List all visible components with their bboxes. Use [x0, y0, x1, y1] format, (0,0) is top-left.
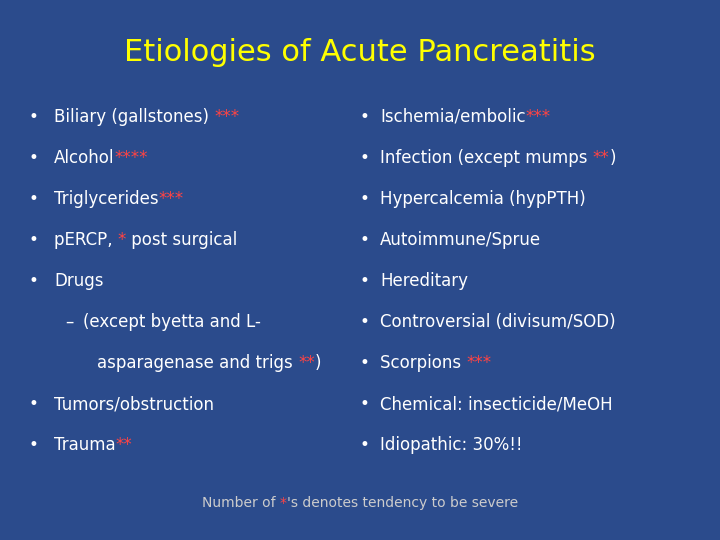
- Text: •: •: [360, 313, 370, 331]
- Text: post surgical: post surgical: [126, 231, 238, 249]
- Text: pERCP,: pERCP,: [54, 231, 118, 249]
- Text: •: •: [29, 272, 39, 290]
- Text: •: •: [29, 231, 39, 249]
- Text: Etiologies of Acute Pancreatitis: Etiologies of Acute Pancreatitis: [124, 38, 596, 67]
- Text: •: •: [29, 149, 39, 167]
- Text: •: •: [360, 395, 370, 413]
- Text: **: **: [116, 436, 132, 454]
- Text: •: •: [360, 190, 370, 208]
- Text: ***: ***: [215, 108, 239, 126]
- Text: •: •: [360, 354, 370, 372]
- Text: ****: ****: [114, 149, 148, 167]
- Text: *: *: [118, 231, 126, 249]
- Text: *: *: [280, 496, 287, 510]
- Text: •: •: [360, 272, 370, 290]
- Text: Triglycerides: Triglycerides: [54, 190, 158, 208]
- Text: •: •: [29, 395, 39, 413]
- Text: Chemical: insecticide/MeOH: Chemical: insecticide/MeOH: [380, 395, 613, 413]
- Text: asparagenase and trigs: asparagenase and trigs: [97, 354, 298, 372]
- Text: Scorpions: Scorpions: [380, 354, 467, 372]
- Text: Trauma: Trauma: [54, 436, 116, 454]
- Text: Autoimmune/Sprue: Autoimmune/Sprue: [380, 231, 541, 249]
- Text: Ischemia/embolic: Ischemia/embolic: [380, 108, 526, 126]
- Text: ***: ***: [526, 108, 551, 126]
- Text: Hypercalcemia (hypPTH): Hypercalcemia (hypPTH): [380, 190, 586, 208]
- Text: **: **: [593, 149, 610, 167]
- Text: (except byetta and L-: (except byetta and L-: [83, 313, 261, 331]
- Text: Number of: Number of: [202, 496, 280, 510]
- Text: •: •: [360, 108, 370, 126]
- Text: Hereditary: Hereditary: [380, 272, 468, 290]
- Text: Idiopathic: 30%!!: Idiopathic: 30%!!: [380, 436, 523, 454]
- Text: •: •: [360, 231, 370, 249]
- Text: •: •: [360, 436, 370, 454]
- Text: •: •: [360, 149, 370, 167]
- Text: Controversial (divisum/SOD): Controversial (divisum/SOD): [380, 313, 616, 331]
- Text: ***: ***: [158, 190, 184, 208]
- Text: Tumors/obstruction: Tumors/obstruction: [54, 395, 214, 413]
- Text: –: –: [65, 313, 73, 331]
- Text: Drugs: Drugs: [54, 272, 104, 290]
- Text: ***: ***: [467, 354, 492, 372]
- Text: •: •: [29, 108, 39, 126]
- Text: **: **: [298, 354, 315, 372]
- Text: ): ): [610, 149, 616, 167]
- Text: Biliary (gallstones): Biliary (gallstones): [54, 108, 215, 126]
- Text: •: •: [29, 436, 39, 454]
- Text: ): ): [315, 354, 321, 372]
- Text: 's denotes tendency to be severe: 's denotes tendency to be severe: [287, 496, 518, 510]
- Text: Infection (except mumps: Infection (except mumps: [380, 149, 593, 167]
- Text: Alcohol: Alcohol: [54, 149, 114, 167]
- Text: •: •: [29, 190, 39, 208]
